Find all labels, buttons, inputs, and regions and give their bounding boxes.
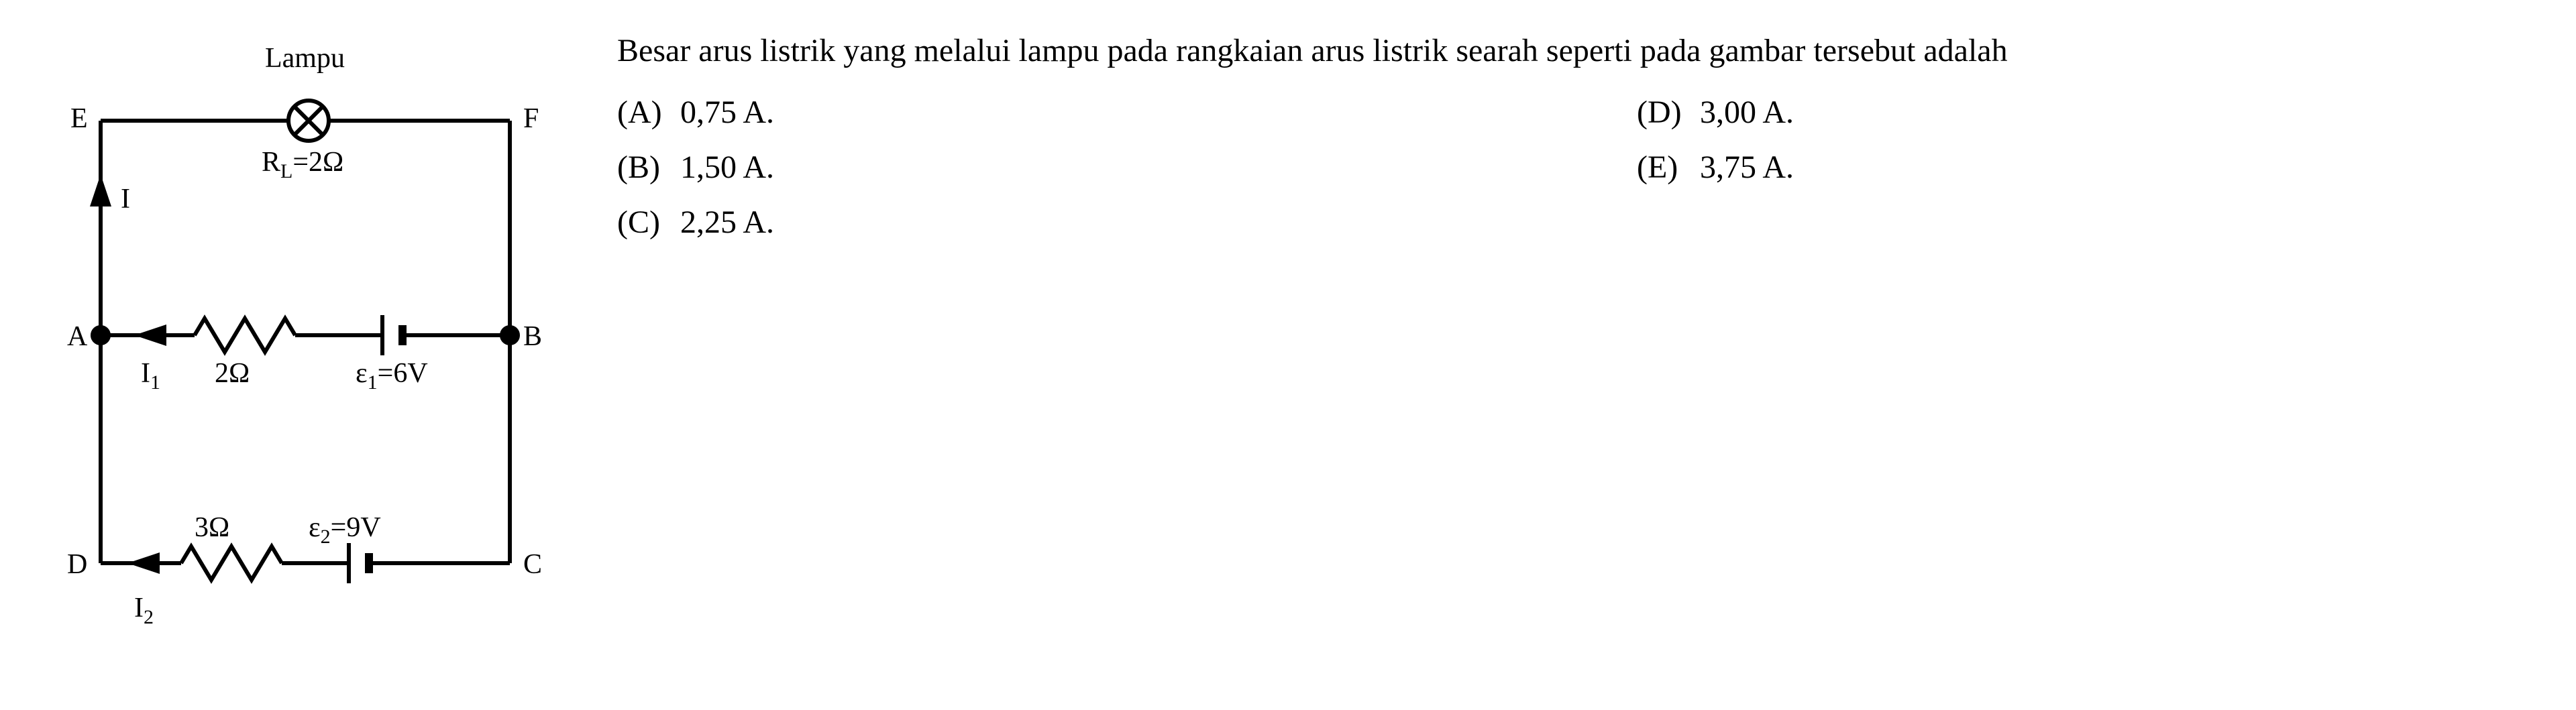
i2-label: I2 bbox=[134, 593, 154, 628]
node-e: E bbox=[70, 103, 88, 134]
option-value: 3,00 A. bbox=[1700, 88, 1794, 137]
node-c: C bbox=[523, 549, 542, 580]
option-value: 0,75 A. bbox=[680, 88, 774, 137]
emf2: ε2=9V bbox=[309, 512, 381, 548]
option-letter: (A) bbox=[617, 88, 664, 137]
lamp-label: Lampu bbox=[265, 43, 345, 74]
emf1: ε1=6V bbox=[356, 358, 428, 394]
r-bot: 3Ω bbox=[195, 512, 229, 543]
option-letter: (D) bbox=[1637, 88, 1684, 137]
node-d: D bbox=[67, 549, 87, 580]
option-e: (E) 3,75 A. bbox=[1637, 143, 2536, 192]
circuit-svg: Lampu E F RL=2Ω I A B I1 2Ω ε1=6V 3Ω ε2=… bbox=[40, 27, 564, 670]
rl-label: RL=2Ω bbox=[262, 147, 343, 182]
option-c: (C) 2,25 A. bbox=[617, 198, 1516, 247]
option-letter: (E) bbox=[1637, 143, 1684, 192]
question-block: Besar arus listrik yang melalui lampu pa… bbox=[617, 27, 2536, 247]
option-a: (A) 0,75 A. bbox=[617, 88, 1516, 137]
i-label: I bbox=[121, 184, 130, 215]
option-value: 2,25 A. bbox=[680, 198, 774, 247]
node-b: B bbox=[523, 321, 542, 352]
circuit-diagram: Lampu E F RL=2Ω I A B I1 2Ω ε1=6V 3Ω ε2=… bbox=[40, 27, 564, 674]
r-mid: 2Ω bbox=[215, 358, 250, 389]
option-b: (B) 1,50 A. bbox=[617, 143, 1516, 192]
option-value: 1,50 A. bbox=[680, 143, 774, 192]
question-text: Besar arus listrik yang melalui lampu pa… bbox=[617, 27, 2536, 75]
options-grid: (A) 0,75 A. (D) 3,00 A. (B) 1,50 A. (E) … bbox=[617, 88, 2536, 247]
option-d: (D) 3,00 A. bbox=[1637, 88, 2536, 137]
option-letter: (C) bbox=[617, 198, 664, 247]
node-a: A bbox=[67, 321, 88, 352]
option-letter: (B) bbox=[617, 143, 664, 192]
i1-label: I1 bbox=[141, 358, 160, 394]
option-value: 3,75 A. bbox=[1700, 143, 1794, 192]
node-f: F bbox=[523, 103, 539, 134]
